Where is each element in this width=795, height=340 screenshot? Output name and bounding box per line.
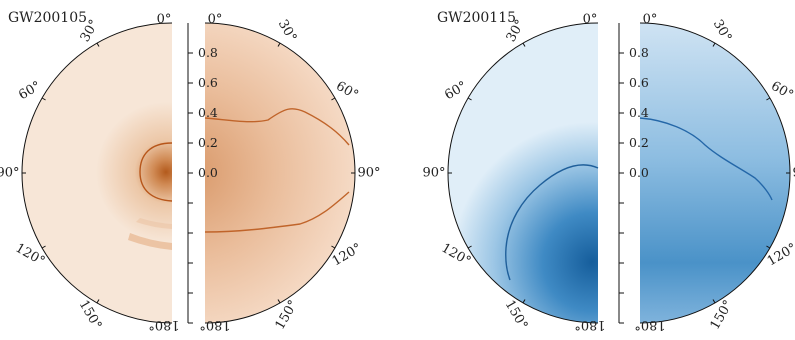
- contour-lower: [204, 191, 350, 233]
- angle-tick-mark: [277, 42, 281, 47]
- angle-tick-mark: [41, 245, 46, 249]
- angle-tick-label: 0°: [643, 12, 658, 27]
- radial-tick-label: 0.6: [198, 75, 218, 90]
- panel-label: GW200115: [437, 10, 516, 26]
- angle-tick-label: 30°: [275, 17, 300, 44]
- angle-tick-label: 60°: [768, 79, 795, 104]
- angle-tick-label: 180°: [574, 317, 605, 332]
- radial-tick-label: 0.4: [629, 105, 649, 120]
- angle-tick-mark: [331, 245, 336, 249]
- angle-tick-label: 60°: [333, 79, 360, 104]
- angle-tick-label: 180°: [148, 317, 179, 332]
- angle-tick-mark: [522, 42, 526, 47]
- angle-tick-mark: [467, 97, 472, 101]
- panel-gw200115: 0.80.60.40.20.0 GW200115 0° 0°30° 30°60° 60…: [422, 10, 795, 332]
- angle-tick-mark: [712, 42, 716, 47]
- panel-label: GW200105: [8, 10, 87, 26]
- angle-tick-label: 0°: [583, 12, 598, 27]
- band-artifact: [136, 218, 172, 229]
- radial-tick-label: 0.2: [198, 135, 218, 150]
- radial-tick-label: 0.8: [198, 45, 218, 60]
- angle-tick-mark: [467, 245, 472, 249]
- angle-tick-mark: [96, 42, 100, 47]
- right-half-disk: [205, 23, 355, 323]
- band-artifact: [128, 233, 172, 250]
- right-half-disk: [640, 23, 790, 323]
- contour-upper: [204, 108, 350, 146]
- contour: [505, 164, 599, 281]
- angle-tick-label: 30°: [710, 17, 735, 44]
- left-half-disk: [448, 23, 598, 323]
- angle-tick-label: 0°: [208, 12, 223, 27]
- left-half-disk: [22, 23, 172, 323]
- angle-tick-label: 180°: [634, 317, 665, 332]
- radial-tick-label: 0.0: [198, 165, 218, 180]
- radial-ticks: 0.8 0.6 0.4 0.2 0.0: [619, 45, 649, 324]
- angle-tick-mark: [766, 245, 771, 249]
- angle-tick-mark: [522, 299, 526, 304]
- contour: [139, 142, 173, 202]
- angle-tick-label: 180°: [199, 317, 230, 332]
- radial-tick-label: 0.0: [629, 165, 649, 180]
- angle-tick-mark: [712, 299, 716, 304]
- panel-gw200105: 0.80.60.40.20.0 GW200105 0° 0°30° 30°60° 60…: [0, 10, 381, 332]
- angle-tick-mark: [41, 97, 46, 101]
- radial-tick-label: 0.4: [198, 105, 218, 120]
- angle-tick-mark: [96, 299, 100, 304]
- radial-tick-label: 0.2: [629, 135, 649, 150]
- angle-tick-label: 90°: [357, 166, 380, 181]
- contour: [639, 117, 773, 201]
- angle-tick-mark: [331, 97, 336, 101]
- angle-tick-label: 60°: [442, 79, 469, 104]
- angle-tick-mark: [766, 97, 771, 101]
- angle-tick-label: 90°: [792, 166, 795, 181]
- angle-tick-label: 60°: [16, 79, 43, 104]
- radial-tick-label: 0.6: [629, 75, 649, 90]
- radial-tick-label: 0.8: [629, 45, 649, 60]
- angle-tick-label: 0°: [157, 12, 172, 27]
- angle-tick-label: 90°: [422, 166, 445, 181]
- angle-tick-label: 90°: [0, 166, 20, 181]
- radial-ticks: 0.8 0.6 0.4 0.2 0.0: [188, 45, 218, 324]
- angle-tick-mark: [277, 299, 281, 304]
